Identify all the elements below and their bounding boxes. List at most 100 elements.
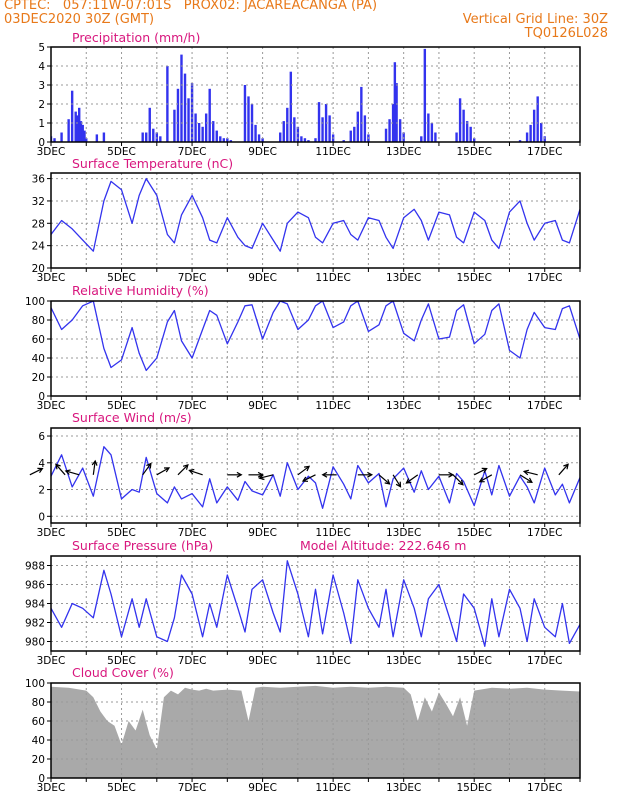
precip-bar: [518, 140, 522, 142]
temp-xtick: 15DEC: [456, 272, 491, 284]
precip-bar: [398, 119, 402, 142]
precip-bar: [76, 115, 79, 142]
wind-arrow-head: [395, 481, 402, 488]
temp-xtick: 7DEC: [178, 272, 207, 284]
pres-xtick: 7DEC: [178, 655, 207, 667]
cloud-ytick: 60: [32, 716, 45, 728]
cloud-ytick: 0: [38, 773, 45, 785]
temp-ytick: 36: [32, 174, 46, 186]
temp-frame: [50, 172, 581, 269]
precip-bar: [543, 136, 546, 142]
precip-bar: [420, 136, 423, 142]
wind-xtick: 15DEC: [456, 527, 491, 539]
precip-bar: [219, 136, 222, 142]
precip-bar: [279, 132, 282, 142]
precip-ytick: 3: [38, 80, 45, 92]
wind-arrow-head: [481, 467, 488, 474]
wind-arrow-head: [64, 469, 71, 475]
precip-bar: [222, 138, 226, 142]
temp-xtick: 9DEC: [248, 272, 277, 284]
rh-xtick: 17DEC: [527, 400, 562, 412]
precip-bar: [462, 109, 465, 142]
rh-xtick: 7DEC: [178, 400, 207, 412]
wind-arrow-shaft: [302, 474, 316, 482]
precip-bar: [204, 113, 208, 142]
precip-bar: [473, 138, 476, 142]
temp-line: [51, 177, 580, 252]
wind-arrow-shaft: [177, 464, 189, 476]
precip-bar: [194, 113, 197, 142]
wind-xtick: 5DEC: [107, 527, 136, 539]
precip-bar: [391, 104, 395, 142]
precip-xtick: 7DEC: [178, 146, 207, 158]
rh-frame: [50, 300, 581, 397]
precip-bar: [423, 48, 427, 142]
precip-bar: [393, 62, 397, 142]
precip-bar: [465, 121, 469, 142]
wind-ytick: 2: [38, 485, 45, 497]
precip-bar: [307, 140, 310, 142]
header-model-code: TQ0126L028: [524, 26, 608, 41]
precip-frame: [50, 46, 581, 143]
wind-arrow-head: [448, 471, 455, 478]
precip-bar: [384, 128, 388, 142]
precip-bar: [197, 123, 201, 142]
wind-arrow-head: [478, 477, 485, 483]
wind-arrow-head: [182, 464, 189, 470]
precip-bar: [74, 111, 77, 142]
wind-arrow-head: [563, 463, 569, 470]
rh-xtick: 15DEC: [456, 400, 491, 412]
temp-ytick: 28: [32, 218, 45, 230]
pres-xtick: 9DEC: [248, 655, 277, 667]
wind-arrow-head: [405, 478, 412, 484]
wind-arrow-head: [457, 479, 464, 486]
precip-bar: [455, 132, 458, 142]
precip-bar: [430, 123, 434, 142]
cloud-ytick: 100: [25, 678, 45, 690]
precip-bar: [469, 126, 472, 142]
precip-bar: [180, 54, 183, 142]
pres-ytick: 982: [25, 618, 45, 630]
precip-bar: [85, 138, 88, 142]
wind-arrow-head: [146, 462, 152, 469]
wind-arrow-shaft: [142, 463, 152, 476]
precip-bar: [102, 132, 106, 142]
wind-xtick: 13DEC: [386, 527, 421, 539]
rh-ytick: 100: [25, 296, 45, 308]
precip-bar: [247, 96, 250, 142]
precip-xtick: 9DEC: [248, 146, 277, 158]
wind-arrow-shaft: [558, 463, 569, 476]
wind-arrow-head: [188, 468, 195, 475]
cloud-xtick: 9DEC: [248, 782, 277, 794]
wind-arrow-head: [384, 479, 391, 485]
precip-bar: [532, 109, 536, 142]
wind-arrow-shaft: [452, 474, 464, 486]
precip-bar: [321, 117, 324, 142]
precip-bar: [226, 138, 229, 142]
precip-bar: [525, 132, 529, 142]
wind-arrow-shaft: [378, 474, 391, 485]
precip-bar: [254, 124, 257, 142]
wind-arrow-shaft: [65, 470, 80, 476]
precip-bar: [293, 117, 296, 142]
precip-bar: [176, 88, 180, 142]
precip-bar: [300, 136, 303, 142]
precip-bar: [529, 124, 532, 142]
precip-xtick: 11DEC: [315, 146, 350, 158]
cloud-xtick: 3DEC: [37, 782, 66, 794]
wind-xtick: 17DEC: [527, 527, 562, 539]
precip-bar: [328, 115, 331, 142]
wind-arrow-shaft: [92, 460, 96, 475]
precip-bar: [83, 130, 86, 142]
wind-arrow-shaft: [392, 474, 402, 488]
wind-arrow-shaft: [55, 463, 66, 476]
pres-xtick: 13DEC: [386, 655, 421, 667]
rh-ytick: 80: [32, 315, 45, 327]
precip-bar: [353, 126, 356, 142]
pres-ytick: 988: [25, 561, 45, 573]
cloud-xtick: 15DEC: [456, 782, 491, 794]
wind-arrow-shaft: [297, 465, 310, 476]
wind-arrow-head: [526, 477, 533, 483]
precip-ytick: 1: [38, 118, 45, 130]
precip-xtick: 17DEC: [527, 146, 562, 158]
